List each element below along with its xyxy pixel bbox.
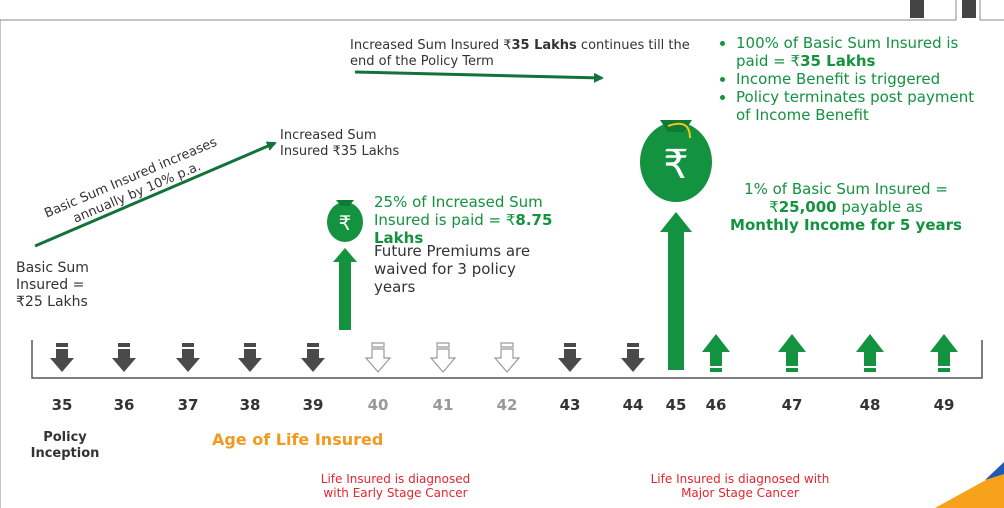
continue-arrow [354,70,604,83]
frame [0,0,1004,21]
age-label: 43 [559,396,581,414]
policy-inception: Policy Inception [30,430,100,461]
text: continues till the end of the Policy Ter… [350,38,690,69]
text: Increased Sum Insured ₹ [350,38,512,53]
timeline [31,340,983,379]
benefit: Policy terminates post payment of Income… [736,88,988,124]
major-benefits: 100% of Basic Sum Insured is paid = ₹35 … [718,34,988,124]
increased-sum: Increased Sum Insured ₹35 Lakhs [280,128,400,159]
age-arrow [930,334,958,372]
age-label: 35 [51,396,73,414]
age-arrow [856,334,884,372]
age-label: 46 [705,396,727,414]
age-label: 41 [432,396,454,414]
corner-shape [962,0,976,18]
diagnosis-major: Life Insured is diagnosed with Major Sta… [650,472,830,501]
corner-shape [910,0,924,18]
age-label: 45 [665,396,687,414]
money-bag [327,202,363,242]
age-label: 49 [933,396,955,414]
age-arrow [176,343,200,372]
age-arrow [621,343,645,372]
corner-decoration [935,470,1004,508]
bold-text: 25,000 [778,198,837,216]
age-label: 36 [113,396,135,414]
bold-text: 8.75 Lakhs [374,211,553,247]
text: 1% of Basic Sum Insured = ₹ [744,180,948,216]
age-arrow [778,334,806,372]
basic-sum: Basic Sum Insured = ₹25 Lakhs [16,260,89,310]
benefit: Income Benefit is triggered [736,70,988,88]
income-benefit: 1% of Basic Sum Insured = ₹25,000 payabl… [722,180,970,234]
age-arrow [558,343,582,372]
money-bag-neck [336,200,354,206]
bold-text: 35 Lakhs [800,52,876,70]
age-arrow [364,342,392,373]
diagnosis-early: Life Insured is diagnosed with Early Sta… [320,472,471,501]
age-label: 40 [367,396,389,414]
age-label: 42 [496,396,518,414]
age-arrow [702,334,730,372]
money-bag-neck [660,120,692,132]
top-note: Increased Sum Insured ₹35 Lakhs continue… [350,38,690,69]
money-bag [640,122,712,202]
bold-text: 35 Lakhs [511,38,577,53]
age-arrow [238,343,262,372]
axis-label: Age of Life Insured [212,430,384,449]
text: Income Benefit is triggered [736,70,941,88]
benefit: 100% of Basic Sum Insured is paid = ₹35 … [736,34,988,70]
age-arrow [112,343,136,372]
early-claim-arrow [333,248,357,330]
bold-text: Monthly Income for 5 years [730,216,962,234]
age-label: 37 [177,396,199,414]
text: 100% of Basic Sum Insured is paid = ₹ [736,34,959,70]
age-label: 48 [859,396,881,414]
early-benefit: 25% of Increased Sum Insured is paid = ₹… [374,193,574,247]
age-markers [50,334,958,373]
text: 25% of Increased Sum Insured is paid = ₹ [374,193,543,229]
bag-ribbon [667,122,691,139]
benefit-list: 100% of Basic Sum Insured is paid = ₹35 … [718,34,988,124]
premium-waiver: Future Premiums are waived for 3 policy … [374,242,531,296]
age-label: 38 [239,396,261,414]
corner-decoration [985,462,1004,480]
bag-symbol: ₹ [339,211,352,235]
age-arrow [493,342,521,373]
major-claim-arrow [660,212,692,370]
age-arrow [301,343,325,372]
age-arrow [50,343,74,372]
age-label: 44 [622,396,644,414]
age-arrow [429,342,457,373]
age-label: 47 [781,396,803,414]
increase-arrow [34,141,277,248]
text: Policy terminates post payment of Income… [736,88,975,124]
bag-symbol: ₹ [663,142,688,188]
age-label: 39 [302,396,324,414]
text: payable as [836,198,923,216]
